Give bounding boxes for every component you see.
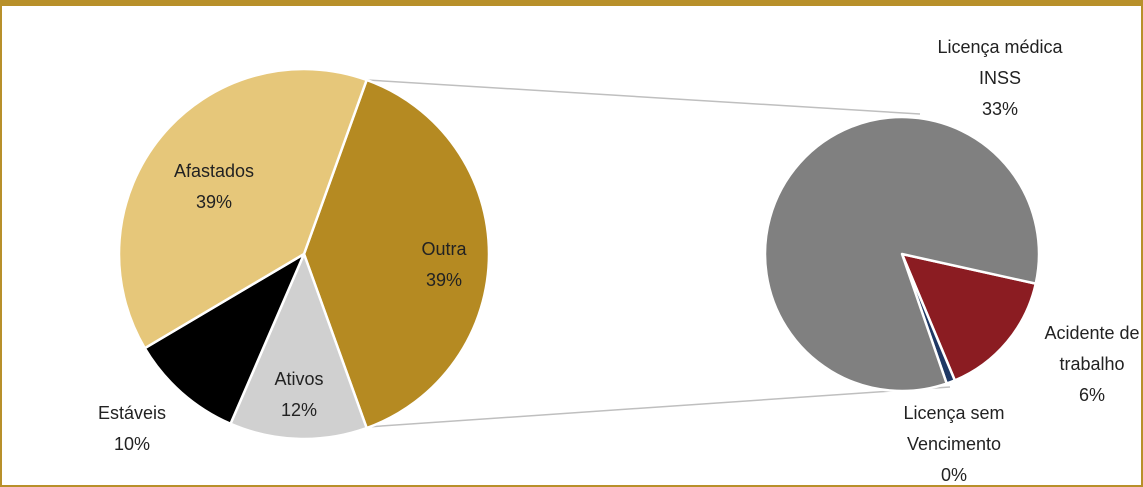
slice-label: Outra 39%	[399, 234, 489, 296]
slice-label: Ativos 12%	[254, 364, 344, 426]
percent: 6%	[1078, 385, 1105, 405]
connector-line	[366, 79, 921, 115]
category: Licença sem Vencimento	[903, 403, 1005, 454]
category: Ativos	[274, 369, 324, 389]
percent: 0%	[940, 465, 967, 485]
pie-slice	[763, 115, 1041, 393]
category: Acidente de trabalho	[1044, 323, 1140, 374]
slice-label: Licença sem Vencimento 0%	[894, 398, 1014, 485]
pie-slice	[900, 252, 1037, 382]
percent: 12%	[280, 400, 318, 420]
pie-slice	[302, 78, 491, 430]
chart	[117, 67, 1041, 441]
category: Estáveis	[97, 403, 167, 423]
percent: 33%	[981, 99, 1019, 119]
slice-label: Afastados 39%	[154, 156, 274, 218]
category: Outra	[421, 239, 467, 259]
slice-label: Acidente de trabalho 6%	[1037, 318, 1141, 411]
category: Afastados	[173, 161, 255, 181]
percent: 39%	[425, 270, 463, 290]
category: Licença médica INSS	[937, 37, 1063, 88]
connector-line	[366, 386, 951, 428]
pie-slice	[117, 67, 368, 350]
slice-label: Estáveis 10%	[82, 398, 182, 460]
percent: 10%	[113, 434, 151, 454]
pie-slice	[229, 252, 368, 441]
percent: 39%	[195, 192, 233, 212]
pie-slice	[143, 252, 306, 426]
slice-label: Licença médica INSS 33%	[935, 32, 1065, 125]
